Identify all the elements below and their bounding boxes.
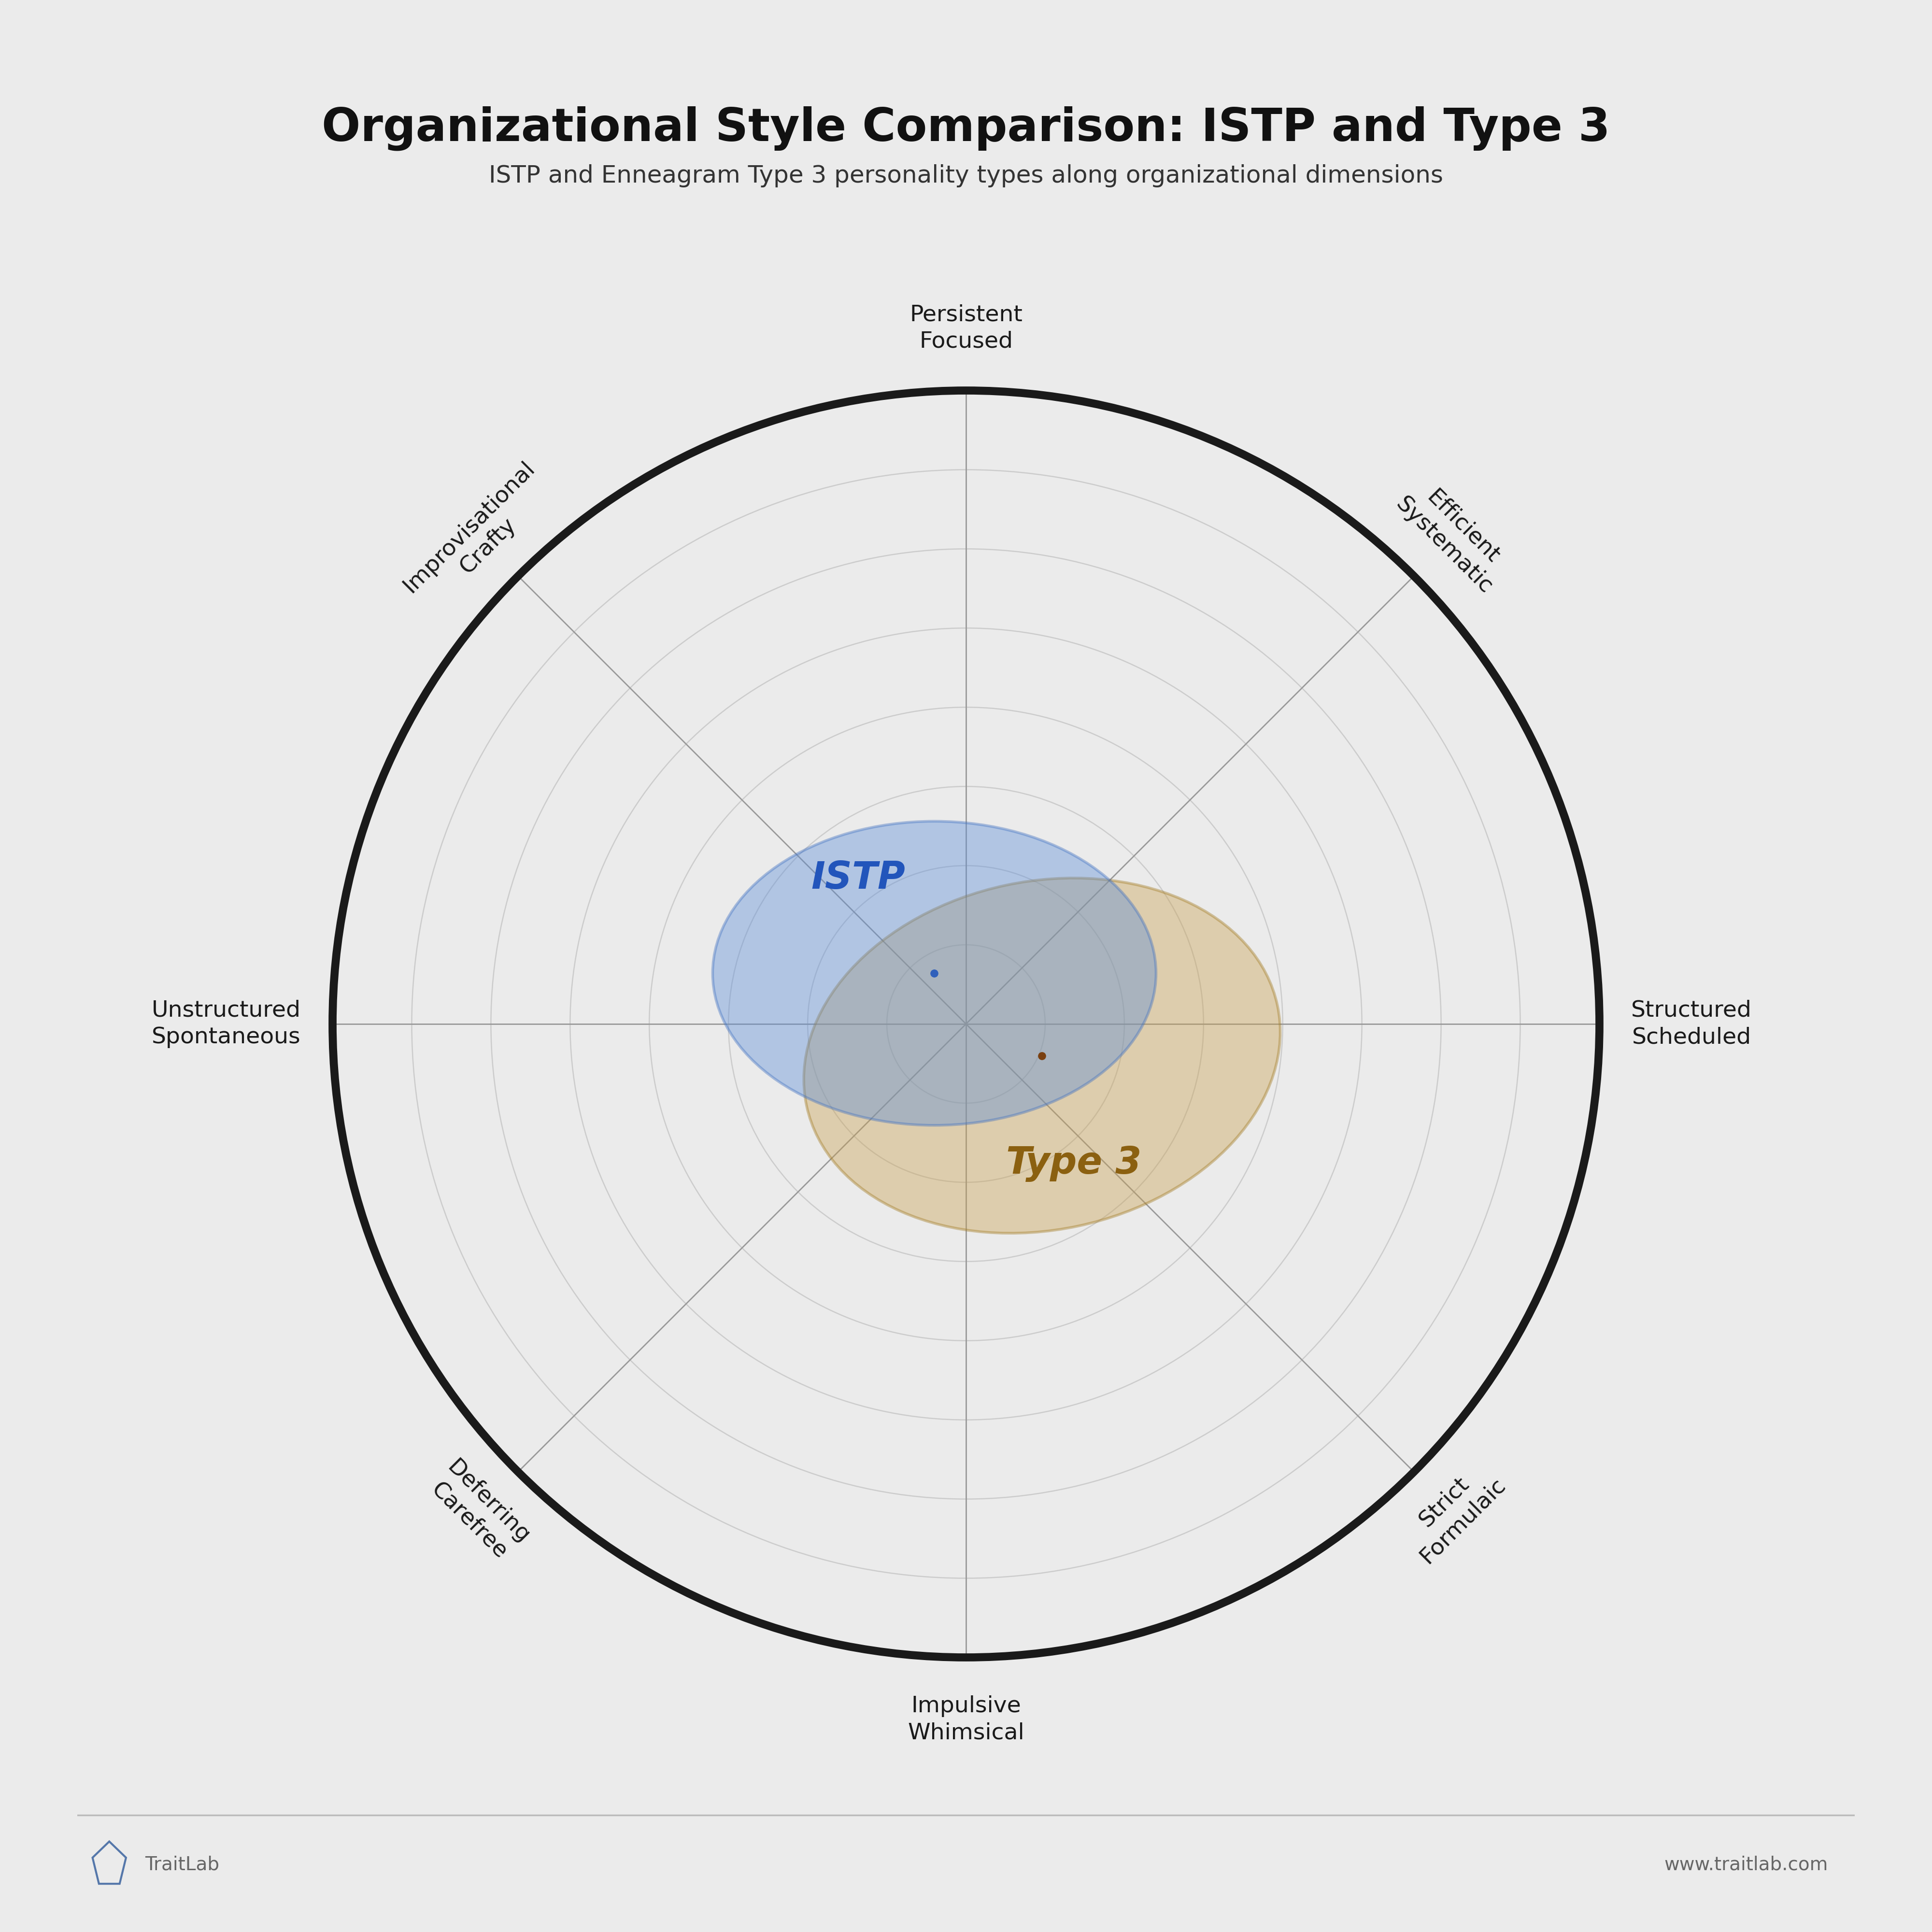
Text: Unstructured
Spontaneous: Unstructured Spontaneous bbox=[151, 999, 301, 1049]
Text: TraitLab: TraitLab bbox=[145, 1855, 218, 1874]
Point bbox=[920, 958, 951, 989]
Text: www.traitlab.com: www.traitlab.com bbox=[1663, 1855, 1828, 1874]
Text: Improvisational
Crafty: Improvisational Crafty bbox=[400, 458, 558, 616]
Text: Impulsive
Whimsical: Impulsive Whimsical bbox=[908, 1696, 1024, 1745]
Text: Organizational Style Comparison: ISTP and Type 3: Organizational Style Comparison: ISTP an… bbox=[323, 106, 1609, 151]
Text: ISTP: ISTP bbox=[811, 860, 906, 896]
Ellipse shape bbox=[804, 877, 1281, 1233]
Ellipse shape bbox=[713, 821, 1155, 1124]
Text: Persistent
Focused: Persistent Focused bbox=[910, 303, 1022, 352]
Text: Efficient
Systematic: Efficient Systematic bbox=[1391, 475, 1515, 599]
Text: ISTP and Enneagram Type 3 personality types along organizational dimensions: ISTP and Enneagram Type 3 personality ty… bbox=[489, 164, 1443, 187]
Text: Deferring
Carefree: Deferring Carefree bbox=[423, 1457, 533, 1567]
Text: Strict
Formulaic: Strict Formulaic bbox=[1397, 1455, 1511, 1569]
Point bbox=[1026, 1039, 1057, 1070]
Text: Structured
Scheduled: Structured Scheduled bbox=[1631, 999, 1752, 1049]
Text: Type 3: Type 3 bbox=[1007, 1146, 1142, 1182]
